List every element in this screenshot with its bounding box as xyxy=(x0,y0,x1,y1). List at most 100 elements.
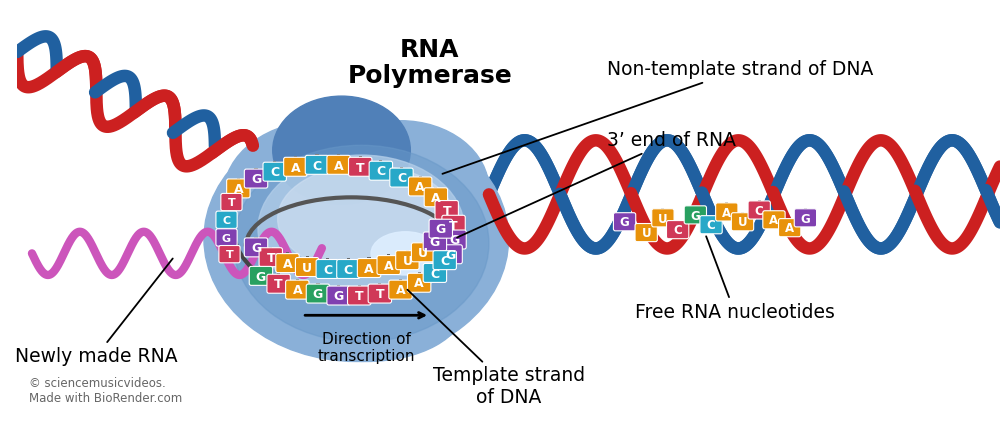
FancyBboxPatch shape xyxy=(408,177,432,196)
FancyBboxPatch shape xyxy=(316,283,320,292)
FancyBboxPatch shape xyxy=(439,245,462,264)
FancyBboxPatch shape xyxy=(661,208,664,216)
FancyBboxPatch shape xyxy=(788,218,791,226)
FancyBboxPatch shape xyxy=(763,211,785,229)
FancyBboxPatch shape xyxy=(424,188,448,207)
Ellipse shape xyxy=(366,214,494,312)
FancyBboxPatch shape xyxy=(684,206,706,224)
Text: U: U xyxy=(641,227,651,240)
FancyBboxPatch shape xyxy=(305,155,329,174)
Text: Newly made RNA: Newly made RNA xyxy=(15,258,177,366)
FancyBboxPatch shape xyxy=(741,212,744,220)
Text: C: C xyxy=(376,165,385,179)
FancyBboxPatch shape xyxy=(422,242,425,250)
Text: A: A xyxy=(396,284,405,297)
Text: G: G xyxy=(449,234,460,247)
FancyBboxPatch shape xyxy=(453,229,456,238)
Text: G: G xyxy=(251,242,261,255)
Text: C: C xyxy=(707,219,715,232)
Ellipse shape xyxy=(224,229,361,327)
FancyBboxPatch shape xyxy=(237,178,240,187)
FancyBboxPatch shape xyxy=(419,176,422,185)
FancyBboxPatch shape xyxy=(244,169,268,188)
FancyBboxPatch shape xyxy=(429,219,452,238)
Text: C: C xyxy=(397,172,406,185)
Text: C: C xyxy=(323,264,332,277)
FancyBboxPatch shape xyxy=(273,161,276,170)
Text: C: C xyxy=(755,205,764,218)
FancyBboxPatch shape xyxy=(276,253,299,272)
Text: C: C xyxy=(312,160,322,173)
FancyBboxPatch shape xyxy=(296,279,299,288)
FancyBboxPatch shape xyxy=(418,272,421,281)
Text: A: A xyxy=(364,263,374,276)
Text: A: A xyxy=(785,222,794,235)
Text: T: T xyxy=(274,278,283,291)
FancyBboxPatch shape xyxy=(254,237,258,245)
FancyBboxPatch shape xyxy=(400,167,403,176)
Text: G: G xyxy=(222,234,231,244)
Text: T: T xyxy=(355,290,364,303)
Text: A: A xyxy=(431,192,441,205)
FancyBboxPatch shape xyxy=(349,157,372,176)
Text: G: G xyxy=(801,213,810,226)
Ellipse shape xyxy=(312,121,489,258)
Text: G: G xyxy=(445,249,456,262)
Text: G: G xyxy=(256,271,266,284)
FancyBboxPatch shape xyxy=(269,247,272,256)
FancyBboxPatch shape xyxy=(407,273,431,292)
Ellipse shape xyxy=(258,155,464,303)
FancyBboxPatch shape xyxy=(772,210,775,218)
Ellipse shape xyxy=(371,232,440,275)
Text: T: T xyxy=(266,252,275,265)
FancyBboxPatch shape xyxy=(779,218,801,237)
Text: T: T xyxy=(449,219,458,232)
FancyBboxPatch shape xyxy=(259,248,282,266)
Text: U: U xyxy=(418,247,428,260)
FancyBboxPatch shape xyxy=(249,266,273,285)
FancyBboxPatch shape xyxy=(694,205,697,213)
FancyBboxPatch shape xyxy=(359,156,362,165)
FancyBboxPatch shape xyxy=(389,280,412,299)
FancyBboxPatch shape xyxy=(368,284,392,303)
FancyBboxPatch shape xyxy=(449,244,452,253)
FancyBboxPatch shape xyxy=(306,284,330,303)
Text: C: C xyxy=(673,224,682,237)
Ellipse shape xyxy=(204,116,509,362)
FancyBboxPatch shape xyxy=(676,220,679,228)
FancyBboxPatch shape xyxy=(315,154,319,163)
FancyBboxPatch shape xyxy=(635,224,657,242)
Text: G: G xyxy=(690,210,700,223)
FancyBboxPatch shape xyxy=(337,285,340,294)
FancyBboxPatch shape xyxy=(435,200,458,219)
FancyBboxPatch shape xyxy=(666,221,689,239)
FancyBboxPatch shape xyxy=(286,280,309,299)
FancyBboxPatch shape xyxy=(423,232,447,251)
FancyBboxPatch shape xyxy=(357,258,381,277)
Text: T: T xyxy=(356,162,365,175)
FancyBboxPatch shape xyxy=(337,154,340,163)
FancyBboxPatch shape xyxy=(254,168,258,177)
FancyBboxPatch shape xyxy=(337,259,360,278)
Text: U: U xyxy=(738,216,747,229)
FancyBboxPatch shape xyxy=(406,250,409,258)
Text: T: T xyxy=(226,250,233,260)
Ellipse shape xyxy=(224,121,420,268)
FancyBboxPatch shape xyxy=(433,231,436,240)
FancyBboxPatch shape xyxy=(263,162,286,181)
FancyBboxPatch shape xyxy=(623,212,626,220)
Text: A: A xyxy=(722,207,731,220)
FancyBboxPatch shape xyxy=(434,187,437,195)
FancyBboxPatch shape xyxy=(652,209,674,227)
FancyBboxPatch shape xyxy=(286,253,289,261)
FancyBboxPatch shape xyxy=(379,160,382,169)
FancyBboxPatch shape xyxy=(295,258,319,277)
FancyBboxPatch shape xyxy=(731,213,754,231)
Text: G: G xyxy=(620,216,629,229)
FancyBboxPatch shape xyxy=(267,274,290,293)
FancyBboxPatch shape xyxy=(442,215,465,234)
Ellipse shape xyxy=(233,145,489,342)
FancyBboxPatch shape xyxy=(411,243,435,262)
FancyBboxPatch shape xyxy=(259,265,263,274)
FancyBboxPatch shape xyxy=(358,285,361,294)
